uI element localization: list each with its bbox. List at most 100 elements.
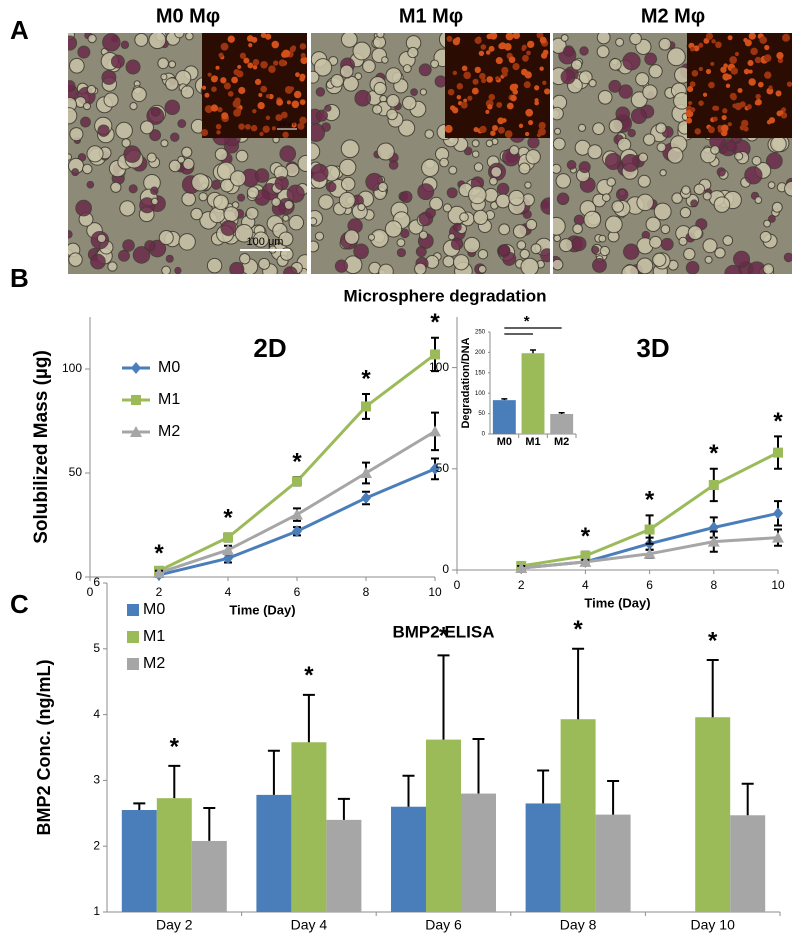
x-tick-label: 2 bbox=[156, 585, 163, 599]
cell bbox=[765, 152, 783, 170]
fluor-cell bbox=[276, 98, 284, 106]
cell bbox=[754, 196, 763, 204]
y-axis-label: Solubilized Mass (µg) bbox=[31, 350, 52, 544]
fluor-cell bbox=[698, 42, 704, 48]
x-tick-label: 8 bbox=[710, 578, 717, 592]
marker bbox=[708, 479, 719, 490]
marker bbox=[223, 552, 233, 565]
cell bbox=[400, 190, 413, 204]
fluor-cell bbox=[506, 102, 514, 110]
cell bbox=[340, 33, 358, 48]
cell bbox=[378, 263, 394, 274]
cell bbox=[553, 234, 562, 243]
cell bbox=[185, 33, 194, 41]
cell bbox=[181, 191, 196, 207]
cell bbox=[87, 34, 97, 44]
fluor-cell bbox=[737, 87, 743, 94]
fluor-cell bbox=[720, 66, 727, 73]
cell bbox=[165, 254, 174, 263]
bar bbox=[730, 815, 766, 912]
marker bbox=[292, 476, 302, 487]
fluor-cell bbox=[527, 40, 535, 49]
fluor-cell bbox=[495, 76, 500, 81]
y-tick-label: 4 bbox=[93, 707, 100, 721]
cell bbox=[119, 200, 136, 217]
fluor-cell bbox=[492, 125, 498, 131]
cell bbox=[540, 197, 550, 215]
marker bbox=[580, 550, 591, 561]
cell bbox=[571, 236, 587, 252]
cell bbox=[362, 59, 376, 74]
cell bbox=[311, 123, 326, 142]
marker bbox=[222, 543, 234, 555]
micrograph bbox=[311, 33, 550, 274]
cell bbox=[164, 99, 181, 116]
fluor-cell bbox=[271, 40, 280, 49]
fluor-cell bbox=[723, 63, 728, 69]
y-tick-label: 0 bbox=[442, 562, 449, 576]
fluor-cell bbox=[508, 56, 516, 64]
cell bbox=[678, 236, 688, 246]
fluor-cell bbox=[754, 56, 762, 64]
cell bbox=[110, 54, 125, 69]
cell bbox=[402, 64, 412, 74]
cell bbox=[622, 52, 641, 71]
fluor-cell bbox=[722, 108, 728, 114]
cell bbox=[452, 254, 470, 271]
fluor-cell bbox=[778, 110, 784, 115]
marker bbox=[430, 462, 440, 475]
fluor-cell bbox=[775, 90, 782, 97]
fluor-cell bbox=[210, 104, 219, 112]
legend-label: M2 bbox=[158, 423, 180, 440]
cell bbox=[771, 201, 783, 213]
error-bar bbox=[558, 412, 565, 415]
x-tick-label: 0 bbox=[454, 578, 461, 592]
cell bbox=[638, 152, 649, 163]
fluor-cell bbox=[299, 43, 307, 50]
cell bbox=[214, 147, 228, 161]
fluor-cell bbox=[686, 117, 693, 124]
cell bbox=[704, 255, 713, 264]
cell bbox=[148, 33, 167, 50]
error-bar bbox=[437, 654, 450, 740]
cell bbox=[690, 199, 699, 208]
cell bbox=[160, 73, 168, 81]
y-tick-label: 150 bbox=[475, 370, 486, 376]
significance: * bbox=[430, 309, 440, 336]
fluor-cell bbox=[539, 66, 544, 71]
marker bbox=[773, 507, 783, 520]
fluor-cell bbox=[281, 49, 290, 58]
cell bbox=[714, 247, 726, 259]
fluor-cell bbox=[220, 77, 227, 84]
fluor-cell bbox=[486, 76, 494, 83]
fluor-cell bbox=[694, 128, 701, 135]
cell bbox=[583, 210, 602, 229]
y-tick-label: 200 bbox=[475, 350, 486, 356]
fluor-cell bbox=[221, 112, 229, 120]
cell bbox=[635, 72, 650, 87]
cell bbox=[128, 184, 138, 194]
cell bbox=[407, 46, 419, 59]
cell bbox=[234, 224, 254, 243]
cell bbox=[448, 165, 458, 175]
cell bbox=[615, 37, 625, 47]
fluor-cell bbox=[300, 52, 306, 58]
cell bbox=[149, 129, 162, 142]
error-bar bbox=[607, 780, 620, 815]
micrograph bbox=[68, 33, 307, 274]
cell bbox=[421, 158, 440, 177]
significance: * bbox=[223, 505, 233, 532]
cell bbox=[596, 33, 611, 45]
cell bbox=[282, 214, 290, 222]
fluor-cell bbox=[534, 98, 539, 103]
cell bbox=[158, 230, 174, 246]
cell bbox=[512, 224, 528, 239]
legend-label: M0 bbox=[143, 601, 165, 618]
cell bbox=[311, 240, 320, 253]
error-bar bbox=[501, 398, 508, 401]
fluor-cell bbox=[211, 86, 217, 93]
error-bar bbox=[402, 774, 415, 807]
cell bbox=[553, 216, 566, 236]
cell bbox=[490, 166, 503, 178]
cell bbox=[599, 245, 610, 257]
